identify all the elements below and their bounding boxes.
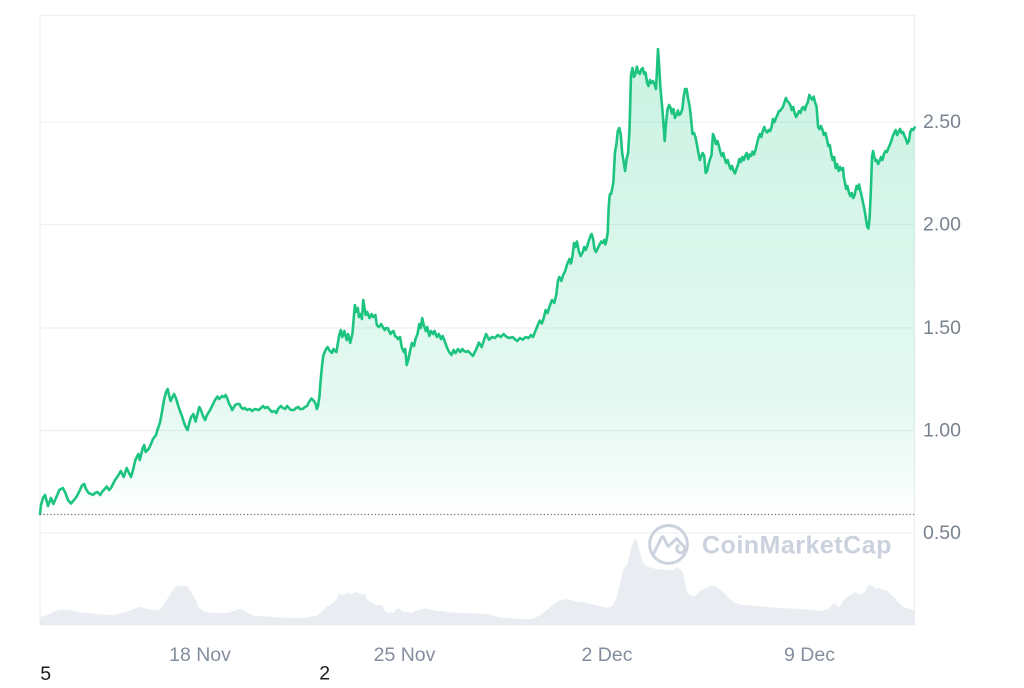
- svg-text:1.50: 1.50: [923, 317, 961, 339]
- svg-text:25 Nov: 25 Nov: [374, 644, 436, 666]
- svg-text:2.50: 2.50: [923, 111, 961, 133]
- svg-text:2: 2: [319, 662, 330, 683]
- svg-text:CoinMarketCap: CoinMarketCap: [702, 532, 892, 560]
- svg-text:1.00: 1.00: [923, 420, 961, 442]
- svg-text:9 Dec: 9 Dec: [784, 644, 835, 666]
- svg-text:2 Dec: 2 Dec: [582, 644, 633, 666]
- svg-text:5: 5: [40, 663, 51, 683]
- svg-text:2.00: 2.00: [923, 214, 961, 236]
- svg-text:0.50: 0.50: [923, 522, 961, 544]
- svg-text:18 Nov: 18 Nov: [169, 644, 231, 666]
